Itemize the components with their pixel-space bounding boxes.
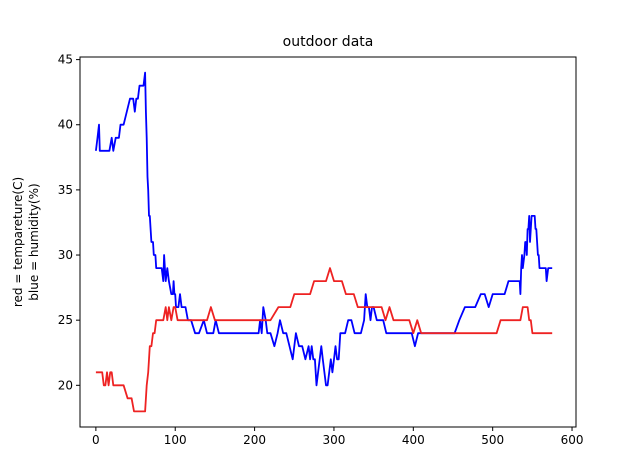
y-tick-label: 35 <box>58 183 73 197</box>
x-axis: 0 100 200 300 400 500 600 <box>92 427 583 447</box>
y-axis-label-line-1: red = tempareture(C) <box>11 177 25 307</box>
y-axis-label-line-2: blue = humidity(%) <box>27 183 41 300</box>
plot-area <box>79 56 577 428</box>
x-tick-label: 0 <box>92 433 100 447</box>
series-line-temperature <box>95 267 553 413</box>
x-tick-label: 600 <box>561 433 584 447</box>
series-layer <box>95 71 553 413</box>
chart-title: outdoor data <box>283 34 374 50</box>
y-tick-label: 20 <box>58 378 73 392</box>
x-tick-label: 100 <box>164 433 187 447</box>
series-line-humidity <box>95 71 553 387</box>
y-tick-label: 30 <box>58 248 73 262</box>
x-tick-label: 500 <box>481 433 504 447</box>
x-tick-label: 300 <box>322 433 345 447</box>
y-axis: 20 25 30 35 40 45 <box>58 53 80 392</box>
x-tick-label: 200 <box>243 433 266 447</box>
y-tick-label: 45 <box>58 53 73 67</box>
x-tick-label: 400 <box>402 433 425 447</box>
y-tick-label: 40 <box>58 118 73 132</box>
axes-frame <box>79 56 577 428</box>
y-tick-label: 25 <box>58 313 73 327</box>
